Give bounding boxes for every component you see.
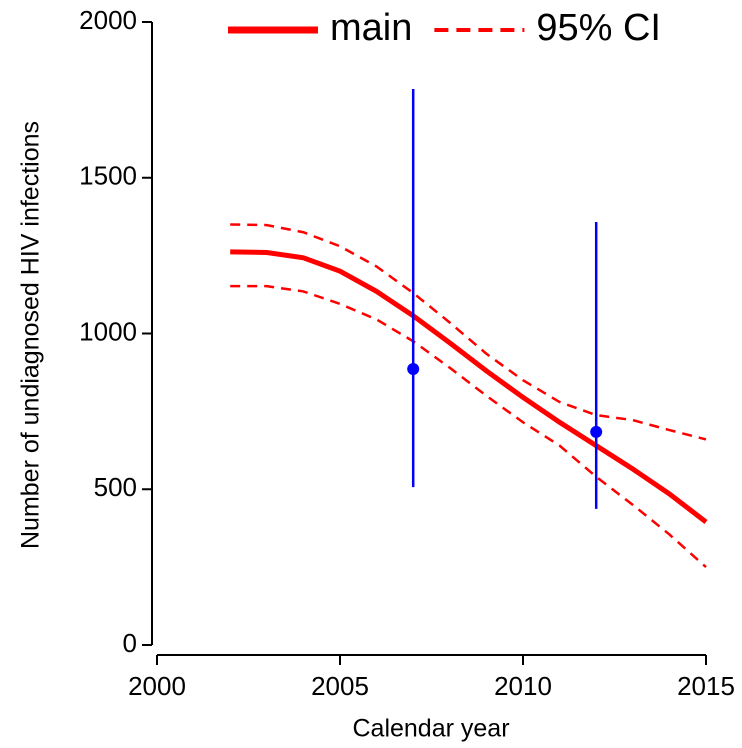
point: [407, 363, 420, 376]
x-tick-label: 2000: [128, 671, 186, 701]
line: [230, 249, 708, 524]
y-tick-label: 0: [123, 628, 137, 658]
y-tick-label: 2000: [79, 5, 137, 35]
y-axis-label: Number of undiagnosed HIV infections: [17, 121, 45, 549]
y-tick-label: 1500: [79, 161, 137, 191]
x-tick-label: 2015: [677, 671, 735, 701]
legend-label: main: [330, 7, 412, 49]
y-tick-label: 1000: [79, 316, 137, 346]
x-tick-label: 2005: [311, 671, 369, 701]
point: [590, 425, 603, 438]
y-tick-label: 500: [94, 472, 137, 502]
ci-lower-line: [230, 284, 707, 569]
x-axis-label: Calendar year: [352, 715, 509, 743]
legend-label: 95% CI: [536, 7, 661, 49]
x-tick-label: 2010: [494, 671, 552, 701]
